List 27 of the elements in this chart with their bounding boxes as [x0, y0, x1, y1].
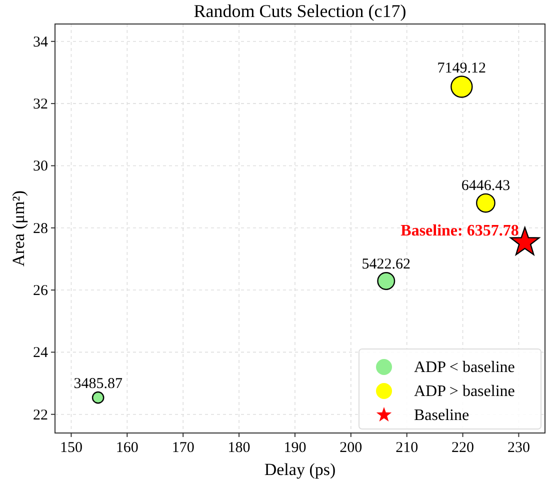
x-tick-label: 180 — [228, 440, 250, 456]
y-tick-label: 34 — [33, 34, 48, 50]
y-tick-label: 32 — [33, 96, 48, 113]
y-tick-label: 28 — [33, 220, 48, 237]
x-tick-label: 220 — [452, 440, 474, 456]
x-axis-title: Delay (ps) — [264, 460, 336, 479]
y-tick-label: 24 — [33, 345, 48, 362]
x-tick-label: 210 — [396, 440, 418, 456]
y-tick-label: 22 — [33, 407, 48, 424]
x-tick-label: 200 — [340, 440, 362, 456]
annotation: 3485.87 — [74, 376, 123, 392]
legend-label: Baseline — [414, 407, 470, 424]
annotation: 7149.12 — [437, 60, 486, 76]
x-tick-label: 150 — [60, 440, 82, 456]
legend-label: ADP < baseline — [414, 359, 515, 376]
x-tick-label: 190 — [284, 440, 306, 456]
annotation: 6446.43 — [461, 178, 510, 194]
x-tick-label: 160 — [116, 440, 138, 456]
x-tick-label: 230 — [507, 440, 530, 456]
chart-title: Random Cuts Selection (c17) — [194, 1, 406, 21]
y-axis-title: Area (μm²) — [9, 190, 28, 267]
y-tick-label: 26 — [33, 283, 48, 300]
x-tick-label: 170 — [172, 440, 194, 456]
legend-label: ADP > baseline — [414, 383, 515, 400]
annotation: 5422.62 — [362, 256, 411, 273]
annotation: Baseline: 6357.78 — [400, 222, 519, 240]
y-tick-label: 30 — [33, 158, 48, 175]
